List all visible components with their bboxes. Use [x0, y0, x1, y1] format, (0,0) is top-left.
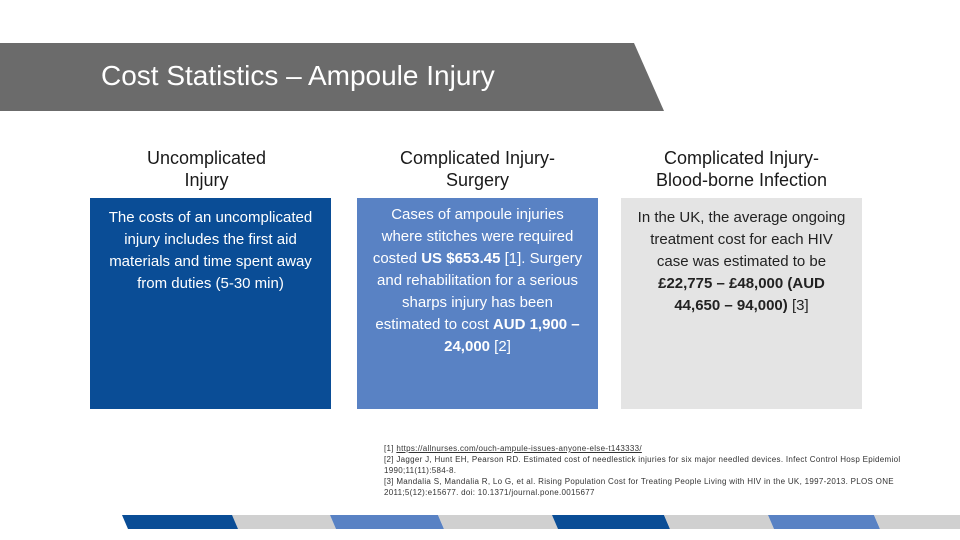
reference-2: [2] Jagger J, Hunt EH, Pearson RD. Estim…	[384, 455, 901, 475]
footer-stripe-segment	[330, 515, 444, 529]
footer-stripe-segment	[664, 515, 774, 529]
heading-line: Complicated Injury-	[399, 148, 556, 168]
box-text: [1]. Surgery and rehabilitation for a se…	[375, 250, 583, 333]
box-text: The costs of an uncomplicated injury inc…	[108, 209, 313, 292]
footer-stripe-segment	[874, 515, 960, 529]
cost-highlight: AUD 1,900 – 24,000	[444, 316, 580, 355]
reference-link[interactable]: https://allnurses.com/ouch-ampule-issues…	[396, 444, 642, 453]
heading-line: Injury	[184, 170, 229, 190]
heading-line: Blood-borne Infection	[655, 170, 828, 190]
box-text: [3]	[787, 297, 809, 314]
references: [1] https://allnurses.com/ouch-ampule-is…	[384, 443, 904, 498]
column-heading-infection: Complicated Injury- Blood-borne Infectio…	[621, 147, 862, 191]
surgery-injury-box: Cases of ampoule injuries where stitches…	[357, 198, 598, 409]
footer-stripe-segment	[438, 515, 558, 529]
box-text: Cases of ampoule injuries where stitches…	[372, 206, 574, 267]
cost-highlight: £22,775 – £48,000 (AUD 44,650 – 94,000)	[658, 275, 825, 314]
reference-3: [3] Mandalia S, Mandalia R, Lo G, et al.…	[384, 477, 894, 497]
footer-stripe-segment	[552, 515, 670, 529]
footer-stripe-segment	[122, 515, 240, 529]
footer-stripe-segment	[768, 515, 880, 529]
column-heading-uncomplicated: Uncomplicated Injury	[90, 147, 323, 191]
box-text: [2]	[490, 338, 511, 355]
reference-1: [1] https://allnurses.com/ouch-ampule-is…	[384, 444, 642, 453]
heading-line: Surgery	[445, 170, 510, 190]
title-banner	[0, 43, 664, 111]
column-heading-surgery: Complicated Injury- Surgery	[357, 147, 598, 191]
cost-highlight: US $653.45	[421, 250, 501, 267]
footer-stripe-segment	[232, 515, 336, 529]
page-title: Cost Statistics – Ampoule Injury	[101, 60, 495, 91]
heading-line: Complicated Injury-	[663, 148, 820, 168]
heading-line: Uncomplicated	[146, 148, 267, 168]
box-text: In the UK, the average ongoing treatment…	[637, 209, 846, 270]
infection-injury-box: In the UK, the average ongoing treatment…	[621, 198, 862, 409]
uncomplicated-injury-box: The costs of an uncomplicated injury inc…	[90, 198, 331, 409]
